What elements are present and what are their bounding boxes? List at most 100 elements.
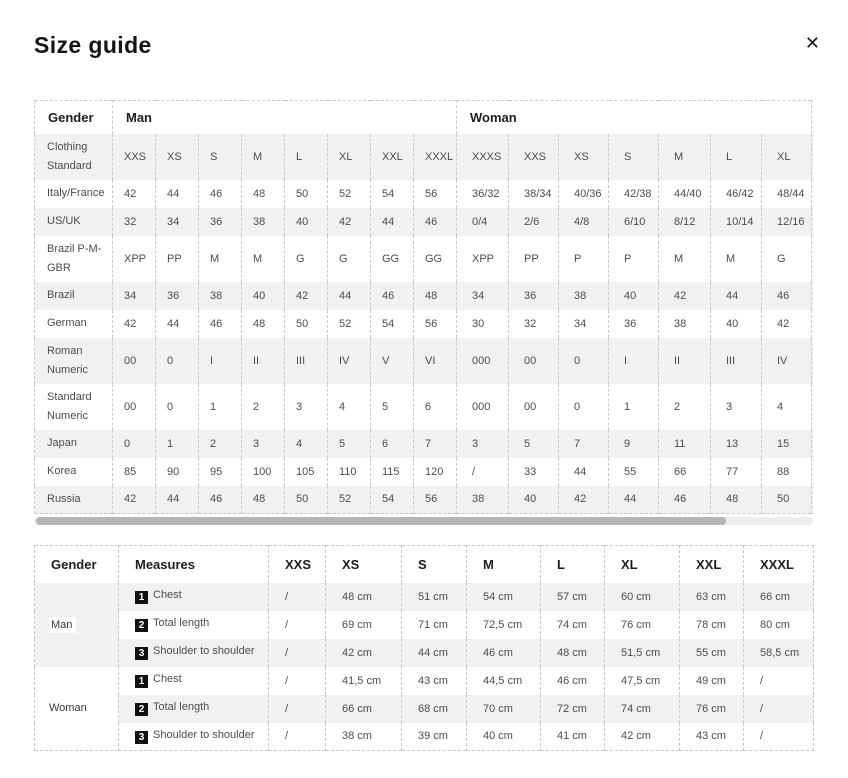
size-cell: 36/32 <box>456 179 509 208</box>
man-size-col-header: L <box>284 133 328 180</box>
international-sizes-table: Gender Man Woman Clothing Standard XXS XS S M L X… <box>34 100 813 514</box>
measure-value-cell: 74 cm <box>540 610 605 639</box>
size-cell: 6 <box>370 429 414 458</box>
woman-size-col-header: M <box>658 133 711 180</box>
size-cell: 48/44 <box>760 179 812 208</box>
size-cell: 32 <box>508 309 559 338</box>
row-label: Brazil <box>34 281 113 310</box>
measure-value-cell: 44 cm <box>401 638 467 667</box>
man-size-col-header: XS <box>155 133 199 180</box>
size-cell: 00 <box>508 383 559 430</box>
size-cell: 0 <box>112 429 156 458</box>
measure-row: 3 Shoulder to shoulder /42 cm 44 cm 46 cm 48 … <box>35 638 814 667</box>
row-label: Clothing Standard <box>34 133 113 180</box>
size-cell: 54 <box>370 309 414 338</box>
size-cell: 2/6 <box>508 207 559 236</box>
size-cell: M <box>241 235 285 282</box>
close-icon[interactable]: ✕ <box>801 33 824 55</box>
measure-value-cell: 39 cm <box>401 722 467 751</box>
size-cell: 2 <box>658 383 711 430</box>
size-cell: 6 <box>413 383 457 430</box>
measure-value-cell: 47,5 cm <box>604 666 680 695</box>
measure-value-cell: / <box>268 722 326 751</box>
size-cell: 50 <box>760 485 812 514</box>
size-cell: IV <box>327 337 371 384</box>
measure-value-cell: 78 cm <box>679 610 744 639</box>
measure-number-badge: 1 <box>135 591 148 604</box>
man-size-col-header: S <box>198 133 242 180</box>
size-cell: 40 <box>608 281 659 310</box>
clothing-standard-row: Clothing Standard XXS XS S M L XL XXL XXXL XXXS XX… <box>34 133 813 180</box>
measure-value-cell: 43 cm <box>401 666 467 695</box>
size-cell: VI <box>413 337 457 384</box>
size-cell: 44 <box>155 309 199 338</box>
size-cell: 3 <box>456 429 509 458</box>
row-label: Russia <box>34 485 113 514</box>
measure-value-cell: 38 cm <box>325 722 402 751</box>
measure-label-cell: 1 Chest <box>118 582 269 611</box>
size-standard-row: US/UK 32 34 36 38 40 42 44 46 0/4 2/6 4/8 6/10 8/12 10… <box>34 207 813 236</box>
size-cell: 66 <box>658 457 711 486</box>
size-cell: 36 <box>508 281 559 310</box>
size-cell: 44 <box>710 281 762 310</box>
size-cell: 42 <box>760 309 812 338</box>
size-cell: 4 <box>327 383 371 430</box>
woman-size-col-header: XL <box>760 133 812 180</box>
row-label: Italy/France <box>34 179 113 208</box>
scrollbar-thumb[interactable] <box>36 517 726 525</box>
size-cell: 88 <box>760 457 812 486</box>
measure-label-cell: 3 Shoulder to shoulder <box>118 722 269 751</box>
size-cell: 42/38 <box>608 179 659 208</box>
measures-col-header: XS <box>325 545 402 583</box>
size-standard-row: German 42 44 46 48 50 52 54 56 30 32 34 36 38 40 42 <box>34 309 813 338</box>
measure-value-cell: / <box>743 666 814 695</box>
size-guide-modal: Size guide ✕ Gender Man Woman Clothing Stan… <box>34 32 824 751</box>
clipped-cell <box>811 485 813 514</box>
size-cell: 56 <box>413 179 457 208</box>
size-cell: 48 <box>241 485 285 514</box>
measure-number-badge: 3 <box>135 730 148 744</box>
clipped-cell <box>811 179 813 208</box>
measure-value-cell: 60 cm <box>604 582 680 611</box>
size-cell: 105 <box>284 457 328 486</box>
size-cell: 48 <box>241 179 285 208</box>
size-cell: 00 <box>508 337 559 384</box>
size-cell: 50 <box>284 309 328 338</box>
size-cell: 46 <box>370 281 414 310</box>
size-cell: 4/8 <box>558 207 609 236</box>
measure-value-cell: / <box>743 694 814 723</box>
size-cell: XPP <box>112 235 156 282</box>
size-cell: 5 <box>327 429 371 458</box>
size-standard-row: Brazil P-M-GBR XPP PP M M G G GG GG XPP PP P P M M G <box>34 235 813 282</box>
size-cell: 44 <box>608 485 659 514</box>
measure-row: 3 Shoulder to shoulder/38 cm 39 cm 40 cm 41 … <box>35 722 814 751</box>
measure-value-cell: 54 cm <box>466 582 541 611</box>
size-cell: 5 <box>370 383 414 430</box>
size-cell: 52 <box>327 309 371 338</box>
size-cell: M <box>658 235 711 282</box>
measure-value-cell: 44,5 cm <box>466 666 541 695</box>
measure-row: Woman 1 Chest/41,5 cm 43 cm 44,5 cm 46 cm 47,5… <box>34 666 814 751</box>
measure-value-cell: 80 cm <box>743 610 814 639</box>
size-cell: 38 <box>658 309 711 338</box>
size-table-scroll-area[interactable]: Gender Man Woman Clothing Standard XXS XS S M L X… <box>34 100 813 514</box>
size-cell: G <box>284 235 328 282</box>
size-cell: GG <box>413 235 457 282</box>
woman-section-header: Woman <box>455 100 812 134</box>
size-cell: 46/42 <box>710 179 762 208</box>
measure-value-cell: 72,5 cm <box>466 610 541 639</box>
measures-col-header: XXS <box>268 545 326 583</box>
measures-col-header: Gender <box>34 545 119 583</box>
size-cell: 42 <box>112 309 156 338</box>
size-cell: 000 <box>456 383 509 430</box>
horizontal-scrollbar-track[interactable] <box>34 517 813 525</box>
measure-number-badge: 2 <box>135 619 148 632</box>
size-cell: 44/40 <box>658 179 711 208</box>
measures-col-header: XL <box>604 545 680 583</box>
size-cell: 48 <box>241 309 285 338</box>
man-size-col-header: XXXL <box>413 133 457 180</box>
size-cell: 52 <box>327 179 371 208</box>
measure-label-cell: 2 Total length <box>118 610 269 639</box>
size-cell: 46 <box>413 207 457 236</box>
size-cell: 1 <box>198 383 242 430</box>
